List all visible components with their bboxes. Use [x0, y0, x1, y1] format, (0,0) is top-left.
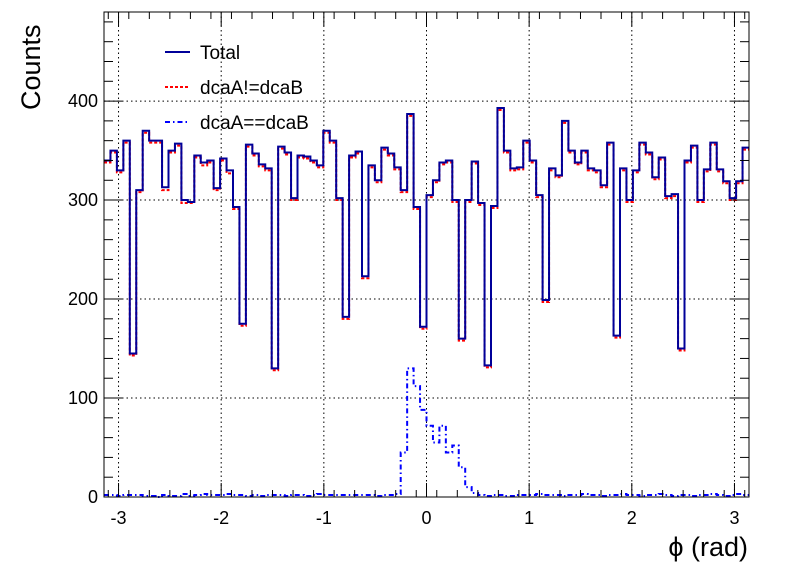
- y-tick-label: 400: [68, 91, 98, 111]
- y-tick-label: 300: [68, 190, 98, 210]
- series-dcaa-dcab: [104, 108, 749, 372]
- x-axis-title: ϕ (rad): [668, 532, 748, 562]
- legend-label-dca-same: dcaA==dcaB: [200, 113, 309, 134]
- x-tick-label: 1: [524, 508, 534, 528]
- y-tick-label: 100: [68, 388, 98, 408]
- series-total: [104, 107, 749, 370]
- y-tick-label: 0: [88, 487, 98, 507]
- legend: Total dcaA!=dcaB dcaA==dcaB: [165, 43, 309, 134]
- legend-label-dca-diff: dcaA!=dcaB: [200, 78, 303, 99]
- y-tick-label: 200: [68, 289, 98, 309]
- tick-labels: -3 -2 -1 0 1 2 3 0 100 200 300 400: [68, 91, 740, 528]
- series-layer: [104, 107, 749, 498]
- series-dcaa-dcab: [104, 367, 749, 498]
- x-tick-label: 0: [421, 508, 431, 528]
- x-tick-label: 2: [627, 508, 637, 528]
- legend-label-total: Total: [200, 43, 240, 64]
- x-tick-label: -2: [213, 508, 229, 528]
- x-tick-label: 3: [729, 508, 739, 528]
- x-tick-label: -3: [111, 508, 127, 528]
- y-axis-title: Counts: [16, 24, 46, 110]
- axis-ticks: [104, 12, 749, 498]
- x-tick-label: -1: [316, 508, 332, 528]
